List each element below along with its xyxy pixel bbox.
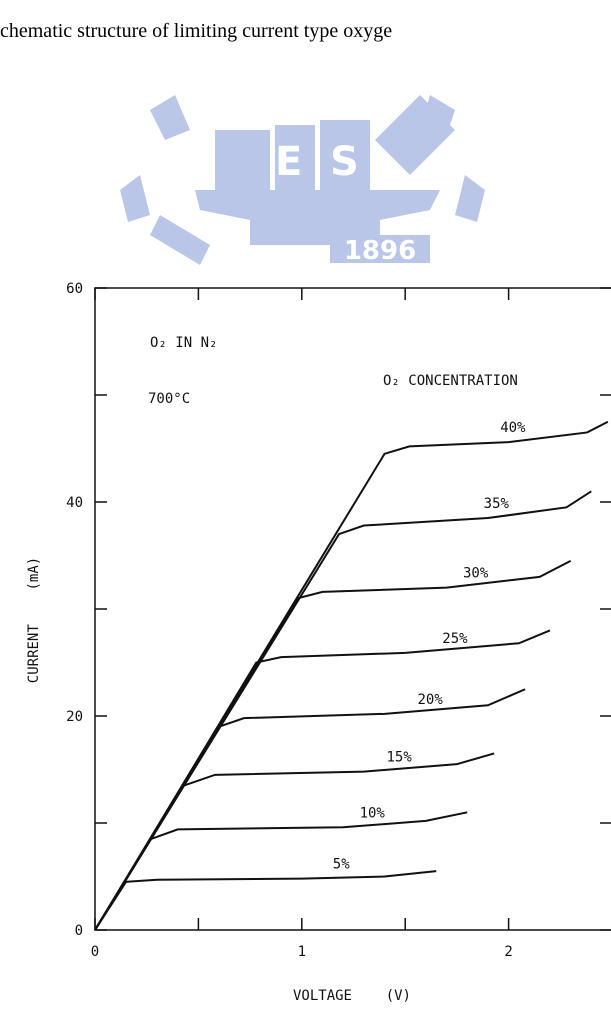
watermark-letter: S [330, 139, 359, 185]
curve [94, 811, 468, 931]
annotation: O₂ IN N₂ [150, 335, 217, 351]
curve-label: 35% [484, 496, 510, 512]
x-tick-label: 2 [504, 944, 512, 960]
annotation: O₂ CONCENTRATION [383, 373, 518, 389]
plot-frame [94, 287, 611, 931]
annotation: 700°C [148, 391, 190, 407]
curve-label: 5% [333, 857, 350, 873]
y-tick-label: 20 [66, 709, 83, 725]
curve-label: 15% [386, 750, 412, 766]
y-tick-label: 60 [66, 281, 83, 297]
x-tick-label: 0 [91, 944, 99, 960]
curve-label: 10% [360, 805, 386, 821]
curve [94, 420, 609, 931]
curve [94, 629, 551, 931]
y-axis-label: CURRENT (mA) [26, 557, 42, 683]
curve-label: 40% [500, 420, 526, 436]
curve [94, 688, 526, 931]
curve-label: 20% [417, 692, 443, 708]
curve-label: 25% [442, 631, 468, 647]
x-tick-label: 1 [298, 944, 306, 960]
curve [94, 752, 495, 931]
x-axis-label: VOLTAGE (V) [293, 988, 411, 1004]
y-tick-label: 0 [75, 923, 83, 939]
watermark: E S 1896 [120, 95, 485, 266]
curve [94, 490, 592, 931]
y-tick-label: 40 [66, 495, 83, 511]
curve [94, 870, 437, 931]
curve [94, 559, 572, 931]
watermark-year: 1896 [344, 236, 416, 266]
caption: chematic structure of limiting current t… [0, 20, 392, 42]
watermark-letter: E [275, 139, 302, 185]
curve-label: 30% [463, 566, 489, 582]
